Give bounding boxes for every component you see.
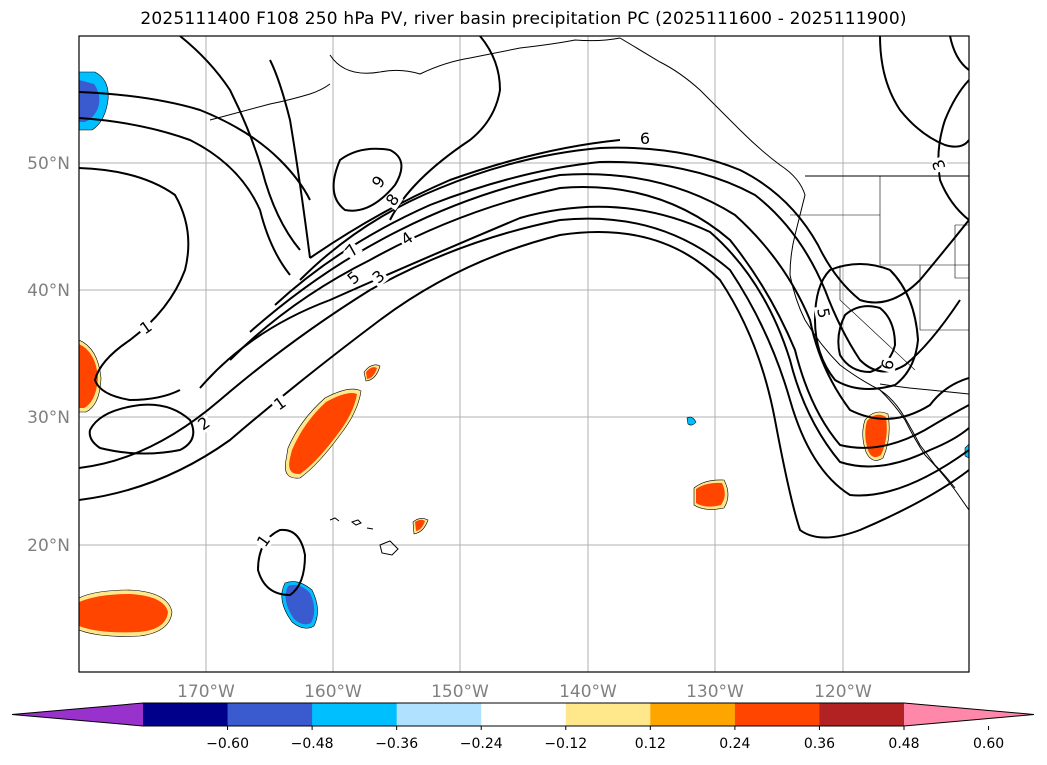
colorbar-segment — [565, 703, 651, 726]
colorbar-segment — [481, 703, 567, 726]
blob-red-small1-core — [366, 367, 377, 379]
svg-text:6: 6 — [640, 129, 650, 148]
colorbar-tick-label: 0.60 — [973, 736, 1004, 752]
contour-closed-east — [813, 263, 920, 390]
colorbar-tick-label: −0.48 — [291, 736, 334, 752]
blob-red-south-core — [79, 594, 168, 633]
colorbar-tick-label: 0.12 — [635, 736, 666, 752]
colorbar-tick-label: 0.24 — [719, 736, 750, 752]
clabel-6-east: 6 — [877, 356, 898, 374]
colorbar-extend-high — [904, 703, 1034, 726]
contour-4 — [229, 186, 969, 449]
baja-coast — [879, 389, 956, 489]
lat-label-40: 40°N — [27, 281, 70, 301]
axis-labels: 50°N 40°N 30°N 20°N 170°W 160°W 150°W 14… — [27, 154, 872, 702]
map-title: 2025111400 F108 250 hPa PV, river basin … — [140, 9, 907, 29]
contour-8 — [269, 59, 621, 259]
contour-ridge-1 — [179, 36, 301, 251]
colorbar-segment — [143, 703, 229, 726]
contour-outer-1 — [79, 231, 969, 539]
colorbar-tick-label: −0.36 — [375, 736, 418, 752]
contour-northeast-loop — [879, 36, 969, 148]
contour-2 — [79, 217, 969, 497]
bc-coast — [619, 37, 969, 511]
colorbar-ticks: −0.60 −0.48 −0.36 −0.24 −0.12 0.12 0.24 0.36 0.4… — [206, 726, 1004, 752]
contour-northeast-2 — [937, 79, 969, 221]
lon-label-170w: 170°W — [177, 682, 235, 702]
blob-blue-tiny — [686, 416, 697, 426]
hawaii-islands — [329, 517, 399, 556]
alaska-coast — [329, 37, 621, 75]
colorbar-tick-label: 0.36 — [804, 736, 835, 752]
gridlines — [79, 36, 969, 672]
contour-west-3 — [79, 117, 291, 276]
blob-blue-south-core — [285, 584, 315, 625]
contour-west-2 — [79, 91, 311, 201]
state-border-4 — [954, 224, 969, 279]
state-border-1 — [790, 214, 969, 266]
colorbar-outline — [11, 702, 1035, 727]
colorbar-segment — [650, 703, 736, 726]
coastlines — [209, 37, 969, 556]
colorbar-tick-label: 0.48 — [888, 736, 919, 752]
pv-contours — [79, 36, 969, 597]
clabel-6-north: 6 — [638, 129, 652, 148]
contour-1-southwest — [88, 403, 195, 455]
blob-red-small2-core — [415, 519, 425, 531]
lon-label-160w: 160°W — [304, 682, 362, 702]
contour-1-closed-south — [256, 528, 307, 597]
colorbar-segment — [396, 703, 482, 726]
svg-text:6: 6 — [877, 357, 898, 372]
lon-label-120w: 120°W — [814, 682, 872, 702]
lon-label-130w: 130°W — [686, 682, 744, 702]
colorbar-segments — [11, 702, 1035, 727]
colorbar-tick-label: −0.12 — [544, 736, 587, 752]
blob-red-west-core — [79, 344, 98, 408]
svg-text:5: 5 — [813, 306, 833, 319]
state-border-3 — [879, 176, 969, 331]
contour-3 — [199, 205, 969, 468]
state-border-2 — [839, 265, 916, 371]
clabel-3-northeast: 3 — [928, 155, 950, 174]
colorbar-tick-label: −0.60 — [206, 736, 249, 752]
colorbar-extend-low — [12, 703, 143, 726]
blob-red-east1-core — [696, 482, 725, 507]
lat-label-30: 30°N — [27, 408, 70, 428]
contour-ridge-2 — [389, 36, 502, 221]
blob-red-central-core — [289, 393, 357, 475]
colorbar-tick-label: −0.24 — [460, 736, 503, 752]
contour-9-closed — [332, 147, 403, 212]
lon-label-150w: 150°W — [431, 682, 489, 702]
contour-5 — [249, 173, 969, 420]
blob-blue-nw-core — [79, 80, 100, 122]
colorbar-segment — [312, 703, 398, 726]
map-frame — [78, 35, 970, 673]
colorbar-segment — [819, 703, 905, 726]
colorbar-segment — [734, 703, 820, 726]
contour-7 — [299, 146, 969, 304]
colorbar-segment — [227, 703, 313, 726]
lat-label-20: 20°N — [27, 536, 70, 556]
clabel-5-east: 5 — [813, 305, 834, 322]
lat-label-50: 50°N — [27, 154, 70, 174]
lon-label-140w: 140°W — [559, 682, 617, 702]
